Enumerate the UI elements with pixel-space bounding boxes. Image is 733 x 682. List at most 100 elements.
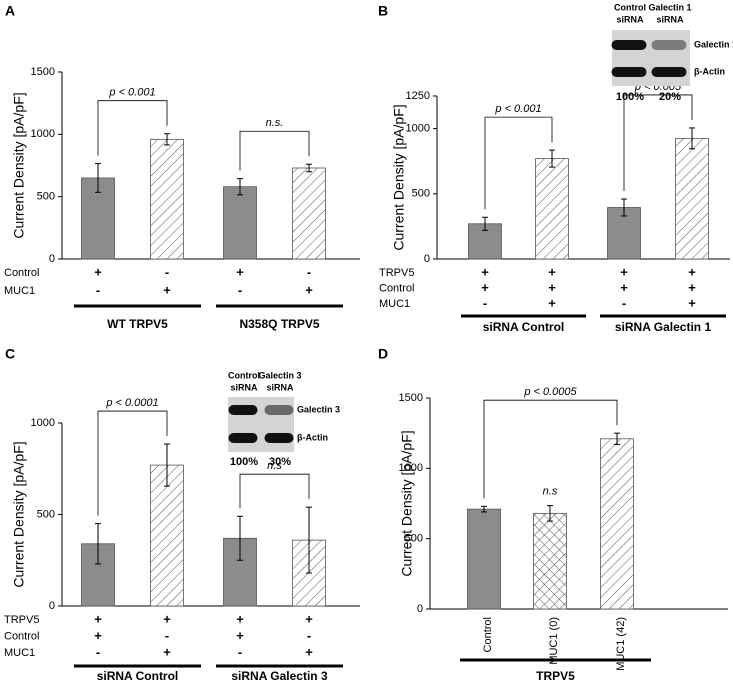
row-label: MUC1	[4, 285, 35, 297]
row-sign: +	[305, 611, 313, 626]
row-sign: +	[481, 264, 489, 279]
annotation: n.s.	[266, 117, 284, 129]
y-tick-label: 0	[417, 603, 423, 615]
error-bar	[237, 515, 243, 561]
row-sign: +	[620, 280, 628, 295]
group-label: siRNA Galectin 3	[231, 669, 328, 682]
error-bar	[95, 163, 101, 193]
group-label: N358Q TRPV5	[239, 317, 319, 331]
row-sign: -	[238, 282, 242, 297]
group-label: WT TRPV5	[107, 317, 168, 331]
row-sign: +	[688, 280, 696, 295]
y-tick-label: 500	[37, 191, 55, 203]
row-sign: +	[548, 264, 556, 279]
y-axis-label: Current Density [pA/pF]	[399, 430, 415, 576]
row-sign: +	[688, 264, 696, 279]
row-sign: +	[94, 264, 102, 279]
row-sign: -	[622, 295, 626, 310]
blot-column-label: siRNA	[266, 382, 294, 392]
bracket	[483, 399, 618, 499]
y-tick-label: 1000	[399, 462, 423, 474]
blot-band	[228, 405, 258, 415]
y-tick-label: 500	[405, 533, 423, 545]
error-bar	[237, 178, 243, 196]
error-bar	[306, 506, 312, 574]
row-sign: -	[238, 644, 242, 659]
row-label: MUC1	[4, 647, 35, 659]
blot-band-label: β-Actin	[297, 432, 328, 442]
y-tick-label: 500	[37, 508, 55, 520]
bracket	[97, 410, 168, 516]
blot-band-label: Galectin 3	[297, 404, 340, 414]
blot-band	[651, 67, 687, 77]
row-sign: +	[94, 611, 102, 626]
y-tick-label: 1500	[399, 392, 423, 404]
annotation: n.s	[267, 460, 282, 472]
bar	[223, 186, 257, 260]
y-tick-label: 1000	[31, 417, 55, 429]
y-tick-label: 1000	[31, 128, 55, 140]
row-label: Control	[379, 282, 414, 294]
error-bar	[614, 432, 620, 445]
row-label: MUC1	[379, 298, 410, 310]
row-sign: -	[96, 282, 100, 297]
error-bar	[689, 127, 695, 150]
error-bar	[621, 198, 627, 217]
blot-column-label: siRNA	[616, 14, 644, 24]
panel-label: D	[378, 346, 388, 362]
error-bar	[95, 523, 101, 565]
row-sign: +	[163, 282, 171, 297]
group-label: siRNA Galectin 1	[615, 320, 712, 334]
row-sign: -	[96, 644, 100, 659]
row-sign: +	[620, 264, 628, 279]
blot-column-label: Control	[228, 370, 260, 380]
annotation: n.s	[543, 486, 558, 498]
y-axis-label: Current Density [pA/pF]	[391, 104, 407, 250]
bracket	[97, 100, 168, 156]
row-sign: -	[165, 628, 169, 643]
error-bar	[547, 505, 553, 522]
row-label: TRPV5	[379, 267, 414, 279]
bar	[675, 137, 709, 260]
y-axis-label: Current Density [pA/pF]	[11, 441, 27, 587]
y-tick-label: 1250	[406, 90, 430, 102]
blot	[612, 30, 690, 86]
bracket	[623, 94, 693, 192]
row-sign: +	[236, 611, 244, 626]
annotation: p < 0.001	[494, 103, 541, 115]
row-sign: -	[307, 628, 311, 643]
bar	[535, 158, 569, 260]
blot-band-label: Galectin 1	[694, 39, 733, 49]
row-sign: +	[548, 280, 556, 295]
row-sign: +	[305, 644, 313, 659]
bar	[533, 512, 567, 610]
blot-band	[611, 67, 647, 77]
blot-band	[264, 405, 294, 415]
error-bar	[306, 163, 312, 173]
bracket	[484, 116, 553, 210]
blot-band	[228, 433, 258, 443]
blot-percent: 100%	[230, 456, 258, 468]
error-bar	[549, 149, 555, 168]
blot-band	[651, 40, 687, 50]
row-label: Control	[4, 630, 39, 642]
x-tick-label: MUC1 (42)	[615, 617, 627, 671]
blot-band	[264, 433, 294, 443]
row-sign: -	[307, 264, 311, 279]
error-bar	[164, 133, 170, 146]
blot-column-label: Galectin 1	[648, 2, 691, 12]
row-sign: -	[165, 264, 169, 279]
row-sign: +	[163, 611, 171, 626]
panel-label: B	[378, 3, 388, 19]
row-label: TRPV5	[4, 614, 39, 626]
blot-column-label: Galectin 3	[258, 370, 301, 380]
bracket	[239, 130, 310, 171]
group-label: siRNA Control	[483, 320, 565, 334]
y-tick-label: 1000	[406, 123, 430, 135]
blot-percent: 100%	[616, 91, 644, 103]
row-sign: +	[236, 628, 244, 643]
bar	[150, 138, 184, 260]
x-tick-label: MUC1 (0)	[548, 617, 560, 665]
bar	[150, 464, 184, 607]
